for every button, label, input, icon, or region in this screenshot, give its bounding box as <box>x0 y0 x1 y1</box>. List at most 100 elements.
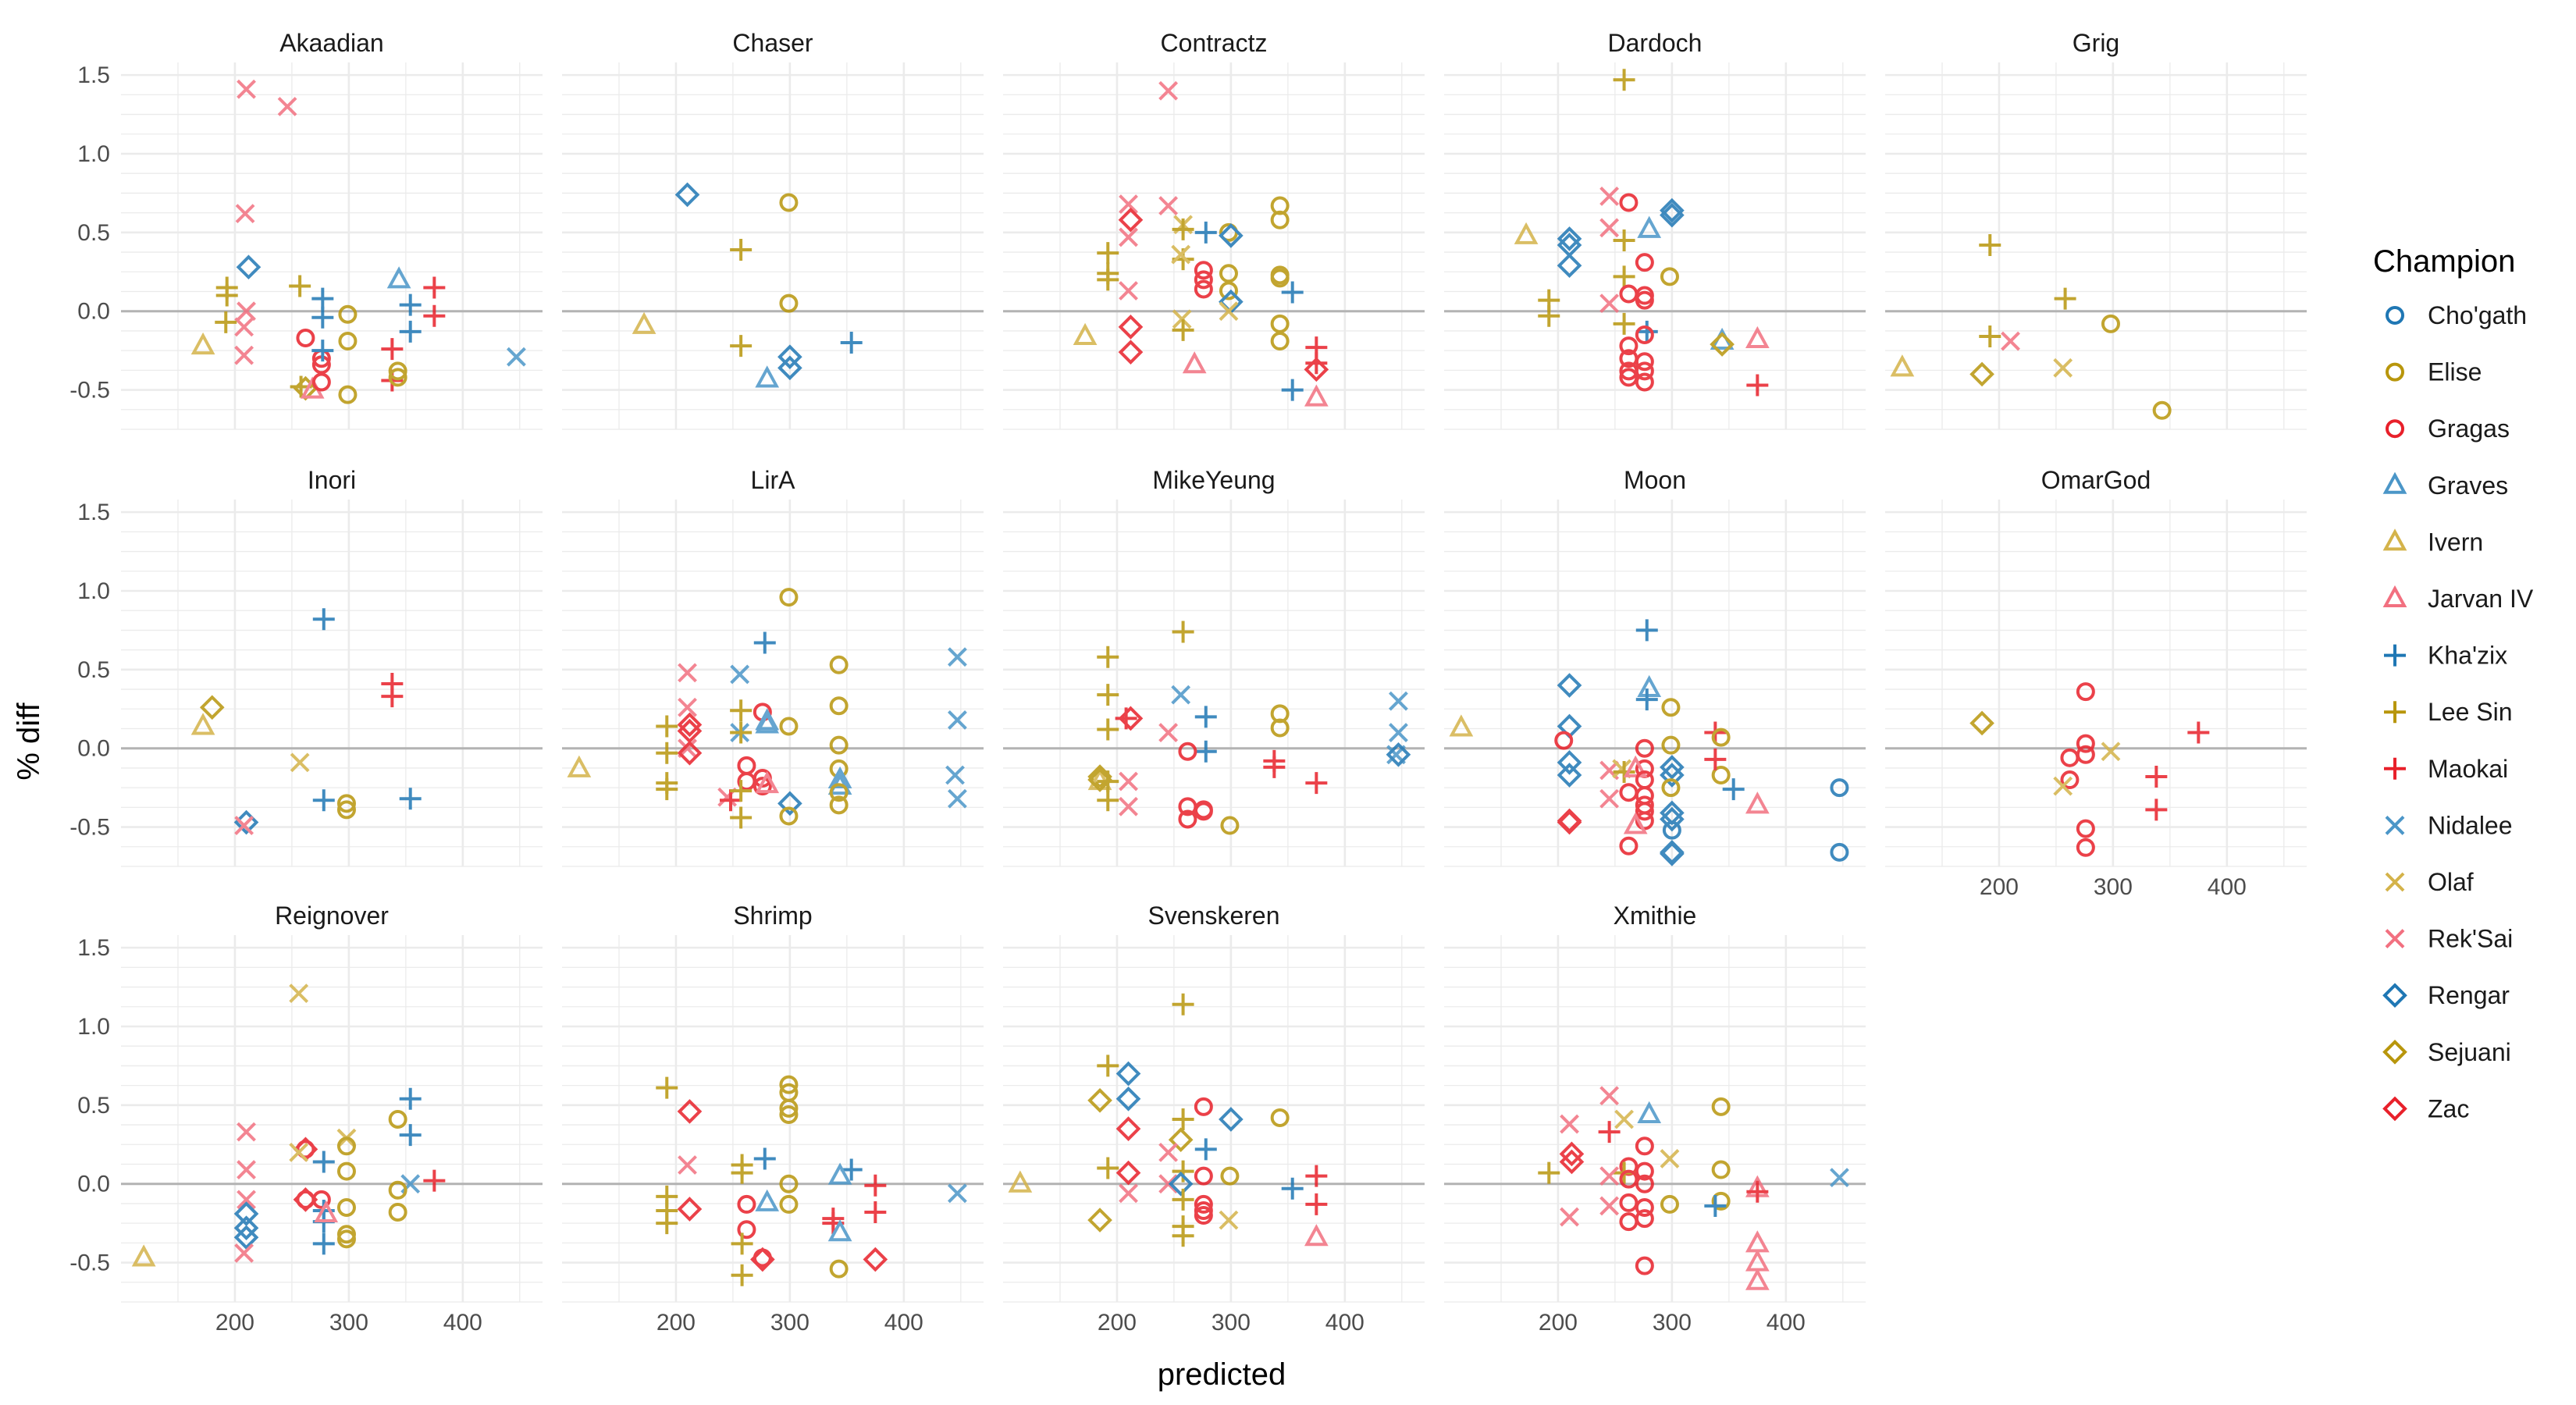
y-tick-label: 0.5 <box>77 1093 110 1119</box>
point-gragas <box>1619 836 1638 855</box>
point-lee-sin <box>1613 229 1635 251</box>
point-rengar <box>777 791 802 816</box>
point-ivern <box>1073 322 1098 345</box>
point-nidalee <box>1830 1168 1849 1188</box>
facet-title: Chaser <box>732 29 813 57</box>
point-lee-sin <box>1097 1157 1119 1179</box>
point-maokai <box>1305 352 1328 375</box>
facet-title: Dardoch <box>1608 29 1703 57</box>
point-kha-zix <box>1635 688 1658 711</box>
legend-key-plus <box>2384 701 2406 724</box>
point-zac <box>293 1187 318 1212</box>
point-zac <box>1559 1149 1585 1175</box>
point-kha-zix <box>1635 619 1658 642</box>
point-lee-sin <box>1172 1108 1194 1131</box>
legend-label: Graves <box>2428 471 2508 500</box>
point-ivern <box>1449 714 1474 737</box>
legend-item-zac: Zac <box>2382 1094 2469 1122</box>
facet-svenskeren: Svenskeren 200 300 400 <box>1003 902 1425 1336</box>
point-lee-sin <box>656 1212 678 1235</box>
point-gragas <box>1635 1256 1654 1275</box>
point-lee-sin <box>215 284 238 307</box>
point-gragas <box>296 329 315 348</box>
point-elise <box>2152 400 2172 420</box>
point-maokai <box>1746 1180 1769 1203</box>
point-kha-zix <box>1194 221 1217 244</box>
point-gragas <box>737 772 756 791</box>
legend-items: Cho'gath Elise Gragas Graves Ivern Jarvan IV K… <box>2382 301 2534 1122</box>
point-sejuani <box>1969 710 1994 736</box>
data-points <box>632 182 863 388</box>
point-kha-zix <box>753 631 776 654</box>
point-elise <box>388 1180 407 1200</box>
data-points <box>1008 993 1329 1247</box>
facet-title: Moon <box>1624 466 1686 494</box>
point-rek-sai <box>237 79 256 99</box>
point-elise <box>1711 1191 1731 1211</box>
point-nidalee <box>948 788 967 809</box>
y-tick-label: -0.5 <box>69 1250 110 1276</box>
point-rengar <box>1219 1107 1244 1132</box>
facet-chaser: Chaser <box>562 29 984 430</box>
point-elise <box>1270 1108 1290 1127</box>
point-gragas <box>2076 838 2095 857</box>
point-ivern <box>567 755 592 777</box>
gridlines <box>121 500 543 867</box>
point-rek-sai <box>277 97 297 116</box>
point-elise <box>388 1203 407 1222</box>
point-rengar <box>1660 202 1685 228</box>
data-points <box>567 588 967 829</box>
point-maokai <box>1704 748 1727 770</box>
facet-akaadian: Akaadian -0.5 0.0 0.5 1.0 1.5 <box>69 29 543 430</box>
point-rek-sai <box>237 1160 256 1179</box>
point-nidalee <box>1171 685 1191 705</box>
point-kha-zix <box>1704 1194 1727 1217</box>
y-tick-label: 1.0 <box>77 141 110 167</box>
point-lee-sin <box>1979 233 2001 256</box>
point-rengar <box>1557 673 1582 698</box>
data-points <box>131 984 446 1267</box>
point-elise <box>1711 766 1731 785</box>
data-points <box>1073 80 1329 407</box>
x-tick-label: 200 <box>215 1310 254 1336</box>
point-maokai <box>2145 799 2168 821</box>
data-points <box>1087 621 1411 835</box>
x-tick-label: 400 <box>443 1310 482 1336</box>
point-lee-sin <box>1172 993 1194 1016</box>
legend-key-plus <box>2384 644 2406 667</box>
point-kha-zix <box>399 293 422 316</box>
point-ivern <box>190 713 215 735</box>
point-maokai <box>381 338 404 361</box>
point-lee-sin <box>1097 718 1119 741</box>
point-gragas <box>737 756 756 775</box>
y-tick-label: -0.5 <box>69 815 110 841</box>
legend-label: Zac <box>2428 1094 2469 1122</box>
point-kha-zix <box>840 1158 863 1181</box>
facet-contractz: Contractz <box>1003 29 1425 430</box>
legend-item-jarvan-iv: Jarvan IV <box>2382 585 2534 613</box>
legend-item-ivern: Ivern <box>2382 528 2483 556</box>
point-rengar <box>233 1215 259 1241</box>
point-kha-zix <box>1635 320 1658 343</box>
point-maokai <box>423 304 446 327</box>
legend-item-cho-gath: Cho'gath <box>2386 301 2527 329</box>
legend-label: Gragas <box>2428 414 2510 443</box>
point-elise <box>1270 332 1290 351</box>
point-elise <box>779 293 799 313</box>
point-lee-sin <box>1172 621 1194 643</box>
point-rek-sai <box>234 1243 254 1263</box>
legend-label: Maokai <box>2428 755 2508 783</box>
legend-key-circle <box>2386 306 2404 325</box>
legend-label: Nidalee <box>2428 811 2513 839</box>
facet-title: Svenskeren <box>1148 902 1280 930</box>
point-gragas <box>2076 734 2095 753</box>
point-elise <box>1661 698 1681 717</box>
point-gragas <box>1635 352 1654 372</box>
point-maokai <box>1305 1165 1328 1187</box>
legend-label: Cho'gath <box>2428 301 2527 329</box>
point-lee-sin <box>1538 304 1560 327</box>
point-gragas <box>1635 361 1654 381</box>
point-lee-sin <box>1613 265 1635 288</box>
point-lee-sin <box>2054 287 2076 310</box>
point-rek-sai <box>1599 1166 1620 1186</box>
